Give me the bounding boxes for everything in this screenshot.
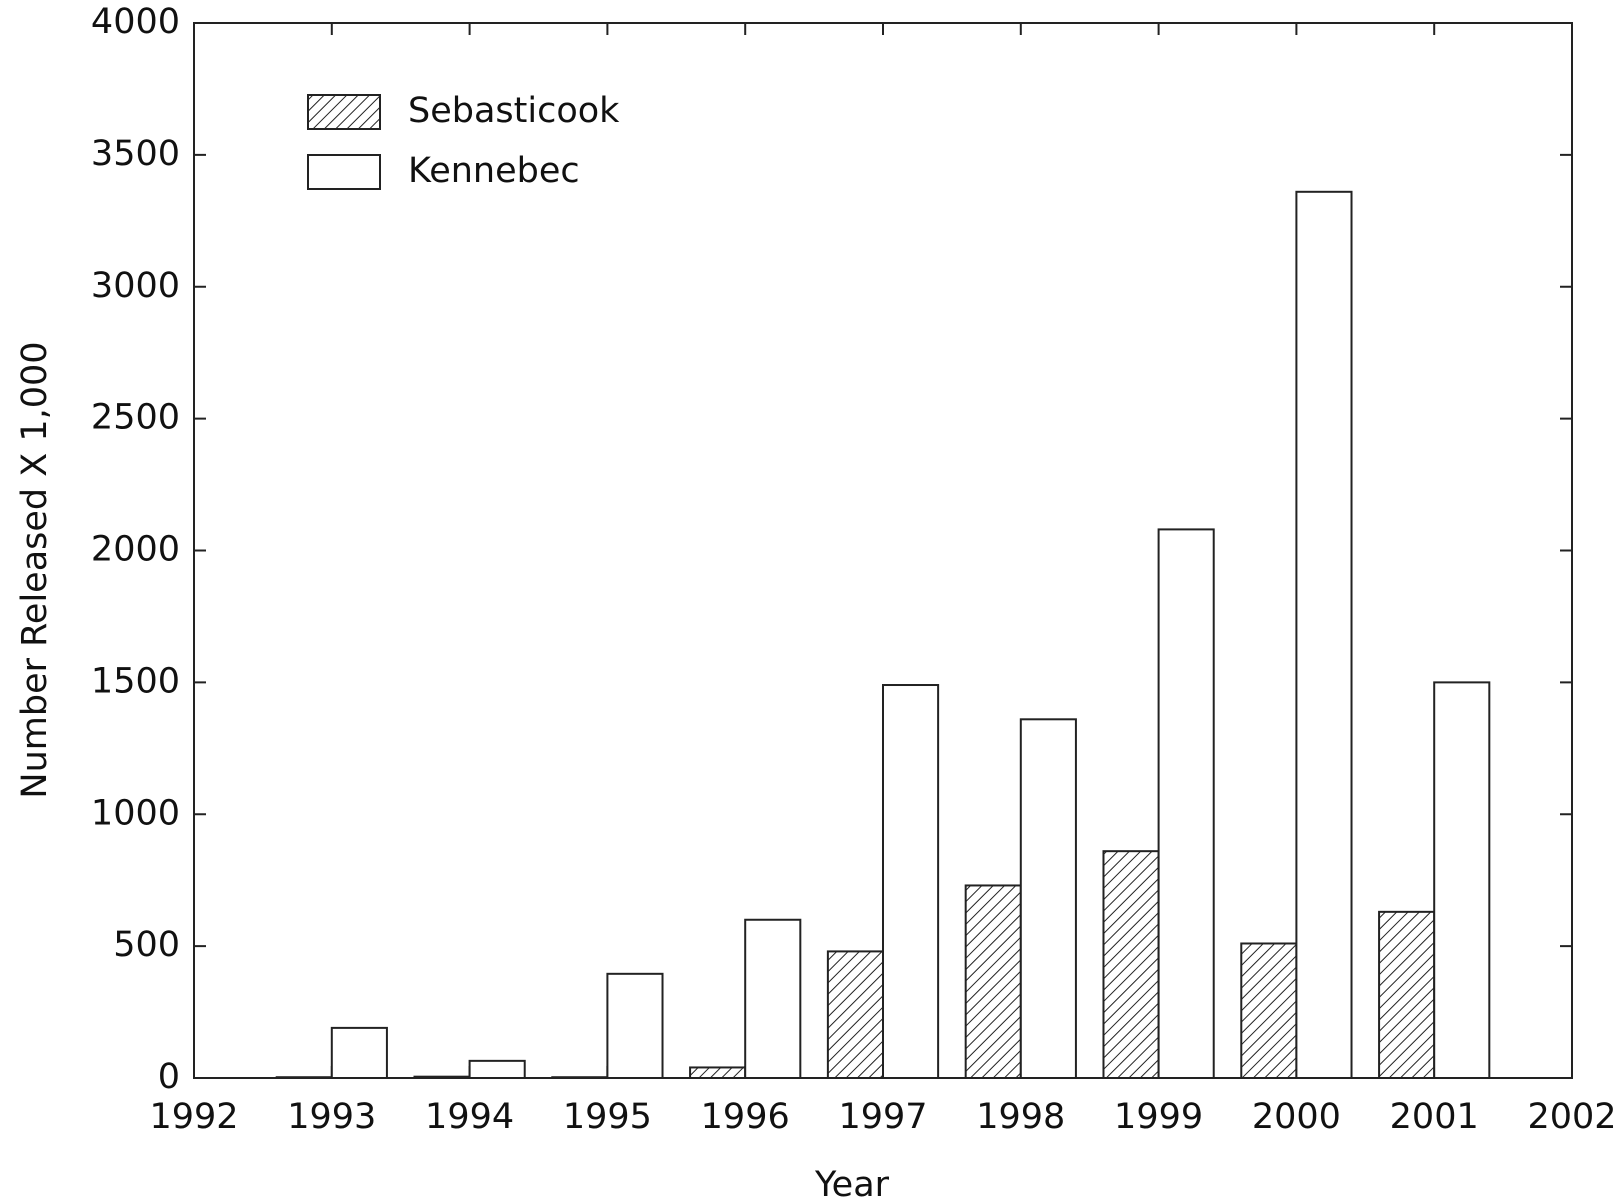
plot-frame xyxy=(193,22,1573,1079)
x-tick-label: 1992 xyxy=(149,1097,238,1137)
bar xyxy=(1019,718,1077,1079)
x-tick-label: 2002 xyxy=(1527,1097,1614,1137)
legend-swatch xyxy=(307,154,381,190)
bar xyxy=(1240,942,1298,1079)
x-tick-label: 1998 xyxy=(976,1097,1065,1137)
y-tick-label: 2000 xyxy=(91,530,180,570)
x-tick-label: 2001 xyxy=(1390,1097,1479,1137)
bar xyxy=(1157,528,1215,1079)
y-axis-label: Number Released X 1,000 xyxy=(15,341,55,798)
bar xyxy=(826,950,885,1080)
x-axis-label: Year xyxy=(814,1165,890,1202)
y-tick-label: 3000 xyxy=(91,266,180,306)
bar xyxy=(1102,850,1160,1079)
y-tick-label: 0 xyxy=(158,1057,180,1097)
x-tick-label: 1996 xyxy=(701,1097,790,1137)
y-tick-label: 4000 xyxy=(91,2,180,42)
bar xyxy=(1433,681,1491,1079)
y-tick-label: 2500 xyxy=(91,398,180,438)
legend-label: Sebasticook xyxy=(408,91,620,131)
bar xyxy=(1378,910,1436,1080)
y-tick-label: 3500 xyxy=(91,134,180,174)
bar xyxy=(468,1059,526,1079)
x-tick-label: 1995 xyxy=(563,1097,652,1137)
bar xyxy=(964,884,1022,1080)
bar xyxy=(744,918,802,1079)
x-tick-label: 1994 xyxy=(425,1097,514,1137)
y-tick-label: 1000 xyxy=(91,793,180,833)
x-tick-label: 2000 xyxy=(1252,1097,1341,1137)
bar xyxy=(330,1026,388,1079)
legend-label: Kennebec xyxy=(408,151,580,191)
x-tick-label: 1999 xyxy=(1114,1097,1203,1137)
legend-swatch xyxy=(307,94,381,130)
bar xyxy=(882,684,940,1079)
x-tick-label: 1993 xyxy=(287,1097,376,1137)
bar xyxy=(606,972,664,1079)
bar xyxy=(1295,190,1353,1080)
x-tick-label: 1997 xyxy=(838,1097,927,1137)
y-tick-label: 500 xyxy=(113,925,180,965)
y-tick-label: 1500 xyxy=(91,661,180,701)
bar xyxy=(689,1066,747,1079)
